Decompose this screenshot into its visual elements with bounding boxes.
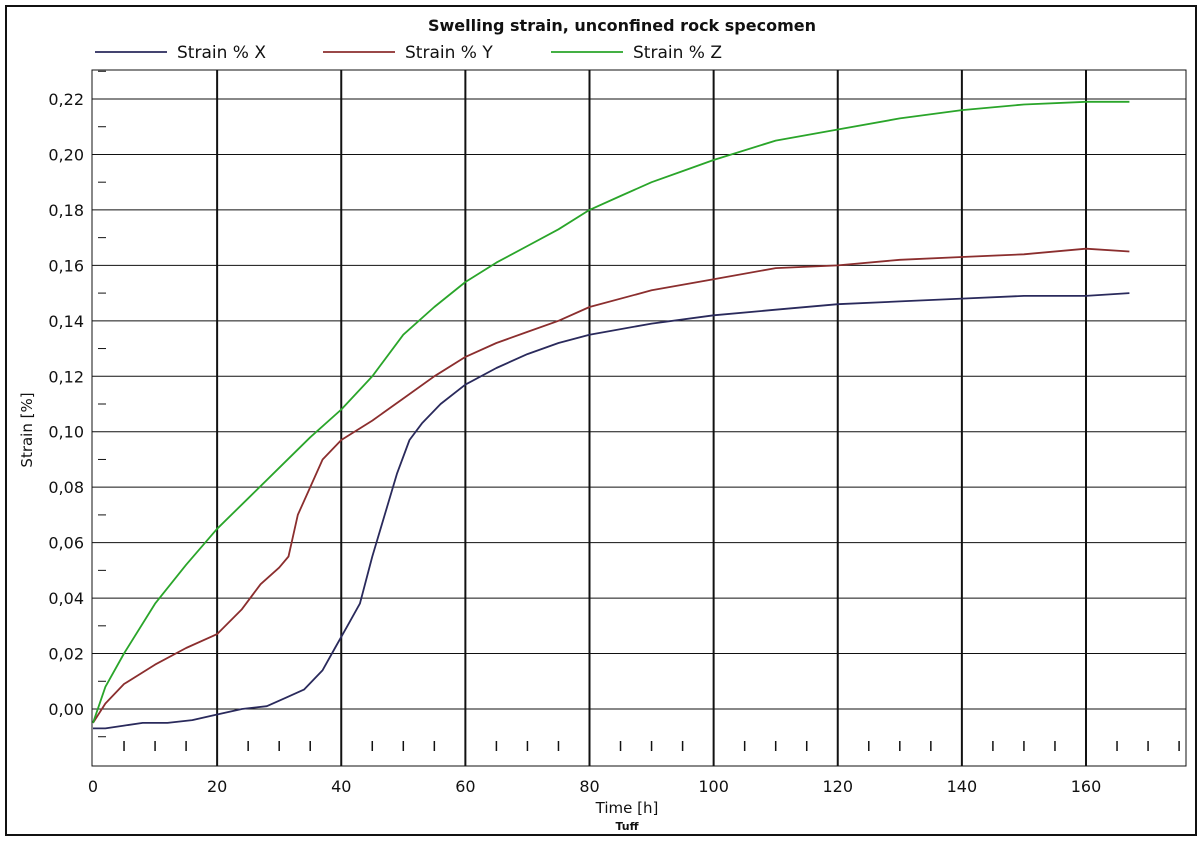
x-axis-ticks: 0 20 40 60 80 100 120 140 160: [88, 777, 1101, 796]
x-tick-label: 20: [207, 777, 227, 796]
y-tick-label: 0,22: [48, 90, 84, 109]
y-tick-label: 0,08: [48, 478, 84, 497]
x-axis-label: Time [h]: [595, 799, 659, 817]
y-tick-label: 0,10: [48, 423, 84, 442]
series-line-strain-y: [92, 247, 1130, 724]
y-tick-label: 0,06: [48, 534, 84, 553]
grid: [92, 70, 1186, 766]
legend-label-strain-x: Strain % X: [177, 43, 266, 63]
x-tick-label: 60: [455, 777, 475, 796]
x-tick-label: 160: [1071, 777, 1102, 796]
x-tick-label: 80: [579, 777, 599, 796]
y-tick-label: 0,14: [48, 312, 84, 331]
y-tick-label: 0,18: [48, 201, 84, 220]
y-axis-label: Strain [%]: [18, 392, 36, 467]
x-tick-label: 40: [331, 777, 351, 796]
y-tick-label: 0,02: [48, 645, 84, 664]
x-tick-label: 0: [88, 777, 98, 796]
x-tick-label: 140: [947, 777, 978, 796]
series-group: [92, 100, 1130, 730]
series-line-strain-x: [93, 292, 1130, 730]
minor-ticks: [98, 70, 1180, 751]
y-tick-label: 0,16: [48, 256, 84, 275]
plot-area: [91, 69, 1187, 767]
x-tick-label: 100: [698, 777, 729, 796]
y-tick-label: 0,04: [48, 589, 84, 608]
series-line-strain-z: [92, 100, 1130, 724]
chart-footer: Tuff: [615, 820, 638, 833]
y-axis-ticks: 0,00 0,02 0,04 0,06 0,08 0,10 0,12 0,14 0,16 0,18…: [48, 90, 84, 719]
y-tick-label: 0,12: [48, 367, 84, 386]
legend-label-strain-z: Strain % Z: [633, 43, 722, 63]
legend-label-strain-y: Strain % Y: [405, 43, 493, 63]
legend: Strain % X Strain % Y Strain % Z: [95, 43, 722, 63]
chart-title: Swelling strain, unconfined rock specome…: [428, 16, 816, 35]
y-tick-label: 0,00: [48, 700, 84, 719]
y-tick-label: 0,20: [48, 145, 84, 164]
x-tick-label: 120: [822, 777, 853, 796]
